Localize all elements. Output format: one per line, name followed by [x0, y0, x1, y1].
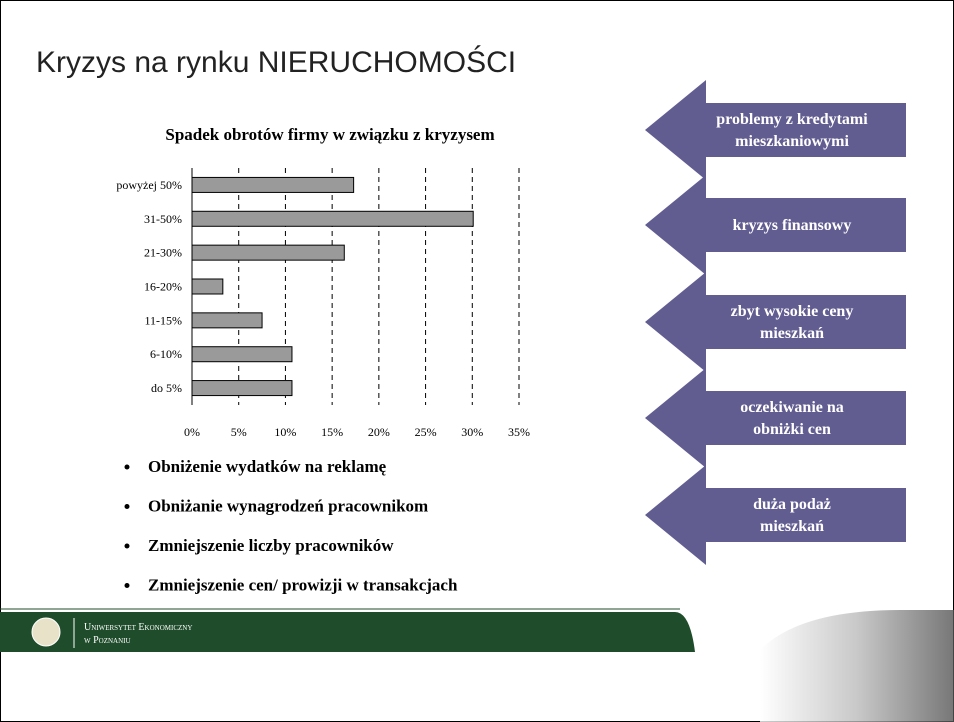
y-tick-label: 31-50% [144, 212, 182, 226]
y-tick-label: 11-15% [144, 313, 182, 327]
arrow-label: zbyt wysokie ceny [731, 303, 854, 320]
arrow-list: problemy z kredytami mieszkaniowymi kryzys… [645, 80, 906, 565]
bullet-text: Obniżenie wydatków na reklamę [148, 457, 387, 476]
bar [192, 177, 354, 192]
arrow-label: obniżki cen [753, 421, 831, 438]
arrow-label: mieszkaniowymi [735, 133, 849, 150]
x-tick-label: 5% [231, 425, 247, 439]
bar [192, 211, 473, 226]
arrow-label: mieszkań [760, 325, 824, 342]
x-tick-label: 30% [461, 425, 483, 439]
arrow-label: duża podaż [753, 496, 831, 513]
arrow-label: kryzys finansowy [733, 217, 852, 234]
bullet-dot [125, 544, 130, 549]
x-tick-label: 15% [321, 425, 343, 439]
bullet-text: Obniżanie wynagrodzeń pracownikom [148, 497, 428, 516]
x-tick-label: 25% [415, 425, 437, 439]
arrow-label: problemy z kredytami [716, 111, 868, 128]
bullet-dot [125, 465, 130, 470]
y-tick-label: do 5% [151, 381, 182, 395]
bullet-text: Zmniejszenie cen/ prowizji w transakcjac… [148, 576, 458, 595]
slide: Kryzys na rynku NIERUCHOMOŚCI Spadek obr… [0, 0, 954, 722]
x-tick-label: 20% [368, 425, 390, 439]
chart-title: Spadek obrotów firmy w związku z kryzyse… [165, 125, 494, 144]
y-tick-label: powyżej 50% [116, 178, 182, 192]
logo [32, 618, 60, 646]
x-tick-label: 0% [184, 425, 200, 439]
slide-title: Kryzys na rynku NIERUCHOMOŚCI [36, 45, 516, 79]
bar [192, 313, 262, 328]
bar [192, 245, 344, 260]
footer-text: Uniwersytet Ekonomiczny [84, 622, 192, 633]
bar [192, 381, 292, 396]
bar [192, 347, 292, 362]
bar [192, 279, 223, 294]
y-tick-label: 21-30% [144, 246, 182, 260]
arrow-label: mieszkań [760, 518, 824, 535]
bullet-dot [125, 504, 130, 509]
bullet-text: Zmniejszenie liczby pracowników [148, 536, 394, 555]
footer-text: w Poznaniu [84, 635, 131, 646]
y-tick-label: 6-10% [150, 347, 182, 361]
bullet-dot [125, 583, 130, 588]
x-tick-label: 35% [508, 425, 530, 439]
x-tick-label: 10% [274, 425, 296, 439]
arrow-label: oczekiwanie na [740, 399, 844, 416]
y-tick-label: 16-20% [144, 280, 182, 294]
